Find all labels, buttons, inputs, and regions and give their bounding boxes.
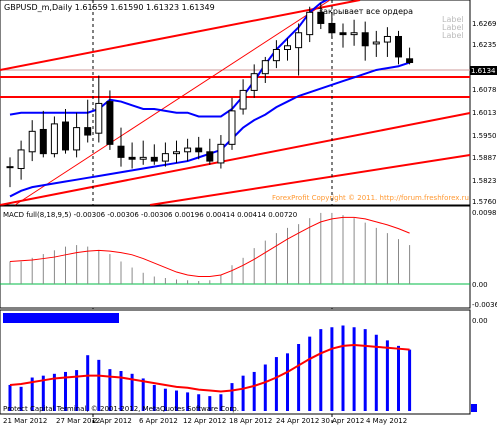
bull-candle [95, 102, 103, 134]
bull-candle [272, 48, 280, 62]
bear-candle [395, 35, 402, 58]
bull-candle [217, 143, 225, 164]
current-price-tag [470, 66, 497, 75]
svg-text:6 Apr 2012: 6 Apr 2012 [139, 417, 178, 425]
macd-axis: 0.00989 0.00 -0.00368 [472, 209, 497, 309]
volume-frame [0, 309, 471, 415]
svg-text:2 Apr 2012: 2 Apr 2012 [93, 417, 132, 425]
svg-text:1.58230: 1.58230 [472, 177, 497, 185]
bear-candle [406, 58, 414, 64]
time-axis: 21 Mar 2012 27 Mar 2012 2 Apr 2012 6 Apr… [3, 417, 407, 425]
bull-candle [50, 123, 58, 155]
svg-text:12 Apr 2012: 12 Apr 2012 [183, 417, 226, 425]
bull-candle [139, 156, 147, 160]
svg-text:1.62695: 1.62695 [472, 20, 497, 28]
bear-candle [84, 127, 92, 136]
svg-text:0.00: 0.00 [472, 281, 488, 289]
svg-text:-0.00368: -0.00368 [472, 301, 497, 309]
bull-candle [161, 153, 169, 162]
close-all-orders-label[interactable]: Закрывает все ордера [318, 7, 413, 16]
bull-candle [284, 45, 291, 50]
svg-text:0.00989: 0.00989 [472, 209, 497, 217]
volume-price-tag [471, 404, 477, 412]
svg-text:4 May 2012: 4 May 2012 [366, 417, 407, 425]
bear-candle [128, 156, 136, 160]
bull-candle [372, 41, 380, 45]
bear-candle [62, 121, 69, 151]
svg-text:1.59505: 1.59505 [472, 132, 497, 140]
svg-text:18 Apr 2012: 18 Apr 2012 [229, 417, 272, 425]
bottom-trend-line [149, 154, 471, 206]
bull-candle [17, 149, 25, 170]
price-axis: 1.62695 1.62350 1.60780 1.60135 1.59505 … [472, 20, 497, 206]
svg-text:1.57600: 1.57600 [472, 198, 497, 206]
side-label-3: Label [442, 31, 464, 40]
bear-candle [195, 147, 203, 153]
bull-candle [73, 127, 81, 151]
bull-candle [228, 110, 236, 145]
bear-candle [117, 145, 125, 158]
bear-candle [339, 32, 347, 36]
volume-axis-tick: 0.00 [472, 317, 488, 325]
side-label-1: Label [442, 15, 464, 24]
bear-candle [361, 32, 369, 47]
lower-trend-line [0, 112, 471, 206]
bear-candle [206, 151, 214, 162]
macd-frame [0, 205, 471, 309]
macd-signal-line [9, 216, 410, 278]
price-frame [0, 0, 471, 206]
bear-candle [150, 156, 158, 162]
svg-text:1.60135: 1.60135 [472, 109, 497, 117]
bull-candle [250, 73, 258, 91]
bear-candle [328, 22, 336, 34]
bull-candle [184, 147, 192, 153]
svg-text:1.60780: 1.60780 [472, 86, 497, 94]
bull-candle [383, 35, 391, 43]
svg-text:1.62350: 1.62350 [472, 41, 497, 49]
macd-panel: MACD full(8,18,9,5) -0.00306 -0.00306 -0… [0, 205, 497, 309]
chart-title: GBPUSD_m,Daily 1.61559 1.61590 1.61323 1… [4, 3, 215, 12]
bull-candle [239, 89, 247, 110]
current-price-value: 1.6134 [471, 67, 496, 75]
macd-histogram [9, 212, 411, 284]
bear-candle [317, 11, 325, 24]
bull-candle [6, 166, 14, 169]
svg-text:21 Mar 2012: 21 Mar 2012 [3, 417, 47, 425]
bear-candle [106, 101, 114, 145]
volume-signal-line [9, 343, 410, 393]
bull-candle [173, 151, 180, 155]
svg-text:30 Apr 2012: 30 Apr 2012 [321, 417, 364, 425]
upper-trend-line [0, 0, 361, 71]
svg-text:1.58875: 1.58875 [472, 154, 497, 162]
bull-candle [306, 11, 314, 36]
watermark: ForexProfit Copyright © 2011. http://for… [272, 194, 469, 202]
candles-layer [6, 3, 414, 188]
volume-label-box [3, 313, 119, 323]
bull-candle [261, 60, 269, 75]
terminal-footer: Protect Capital Terminal, © 2001-2012, M… [3, 405, 239, 413]
volume-label: FFX Volume Indicator [5, 315, 79, 323]
volume-panel: FFX Volume Indicator Protect Capital Ter… [0, 309, 488, 415]
bull-candle [295, 32, 303, 49]
svg-text:24 Apr 2012: 24 Apr 2012 [276, 417, 319, 425]
bear-candle [39, 128, 47, 155]
volume-histogram [8, 325, 412, 411]
side-label-2: Label [442, 23, 464, 32]
svg-text:27 Mar 2012: 27 Mar 2012 [56, 417, 100, 425]
macd-label: MACD full(8,18,9,5) -0.00306 -0.00306 -0… [3, 211, 297, 219]
bull-candle [28, 130, 36, 153]
fan-line [14, 0, 331, 206]
bull-candle [350, 32, 358, 36]
